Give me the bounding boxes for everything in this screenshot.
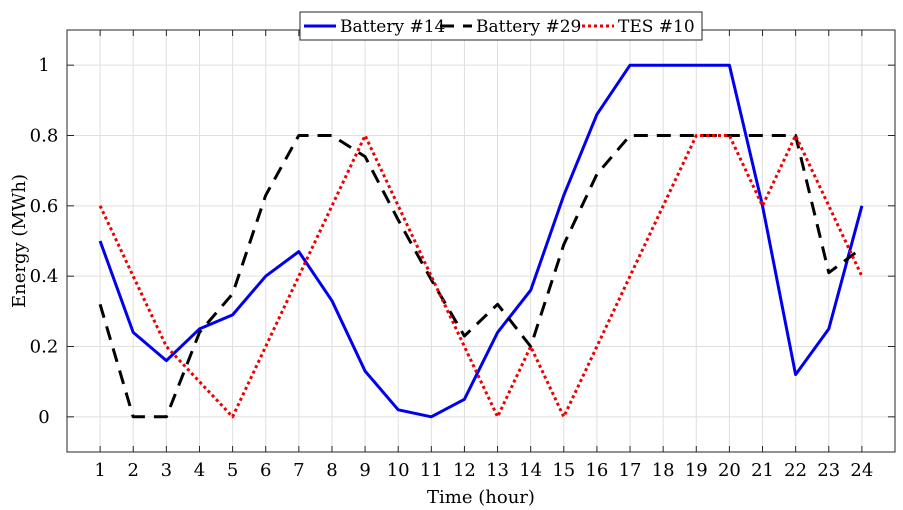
y-tick-label: 0.6 (30, 196, 59, 217)
series-line-3 (98, 134, 864, 419)
legend-label: Battery #14 (340, 17, 445, 37)
legend-label: TES #10 (618, 17, 695, 37)
x-tick-label: 4 (194, 460, 205, 481)
x-tick-label: 14 (519, 460, 542, 481)
series-group (98, 63, 864, 419)
y-tick-label: 0.4 (30, 266, 59, 287)
x-tick-label: 11 (420, 460, 443, 481)
x-axis-label: Time (hour) (427, 487, 535, 508)
y-tick-label: 0.2 (30, 337, 59, 358)
y-tick-label: 1 (38, 55, 49, 76)
x-tick-label: 12 (453, 460, 476, 481)
x-tick-label: 13 (486, 460, 509, 481)
x-tick-label: 22 (784, 460, 807, 481)
axis-ticks: 1 2 3 4 5 6 7 8 9 10 11 12 13 14 15 16 17 18 19 20 21 22 23 240… (30, 30, 895, 481)
x-tick-label: 19 (685, 460, 708, 481)
y-tick-label: 0 (38, 407, 49, 428)
legend-box (299, 11, 703, 41)
x-tick-label: 7 (293, 460, 304, 481)
x-tick-label: 24 (850, 460, 873, 481)
x-tick-label: 3 (161, 460, 172, 481)
x-tick-label: 2 (128, 460, 139, 481)
x-tick-label: 16 (585, 460, 608, 481)
legend-label: Battery #29 (476, 17, 581, 37)
x-tick-label: 5 (227, 460, 238, 481)
y-axis-label: Energy (MWh) (9, 174, 30, 308)
series-line-2 (98, 134, 863, 419)
x-tick-label: 17 (619, 460, 642, 481)
x-tick-label: 1 (94, 460, 105, 481)
x-tick-label: 9 (359, 460, 370, 481)
x-tick-label: 23 (817, 460, 840, 481)
x-tick-label: 18 (652, 460, 675, 481)
x-tick-label: 8 (326, 460, 337, 481)
x-tick-label: 21 (751, 460, 774, 481)
x-tick-label: 10 (387, 460, 410, 481)
series-line-1 (98, 63, 864, 419)
legend: Battery #14 Battery #29 TES #10 (299, 11, 703, 41)
y-tick-label: 0.8 (30, 126, 59, 147)
x-tick-label: 6 (260, 460, 271, 481)
x-tick-label: 20 (718, 460, 741, 481)
x-tick-label: 15 (552, 460, 575, 481)
